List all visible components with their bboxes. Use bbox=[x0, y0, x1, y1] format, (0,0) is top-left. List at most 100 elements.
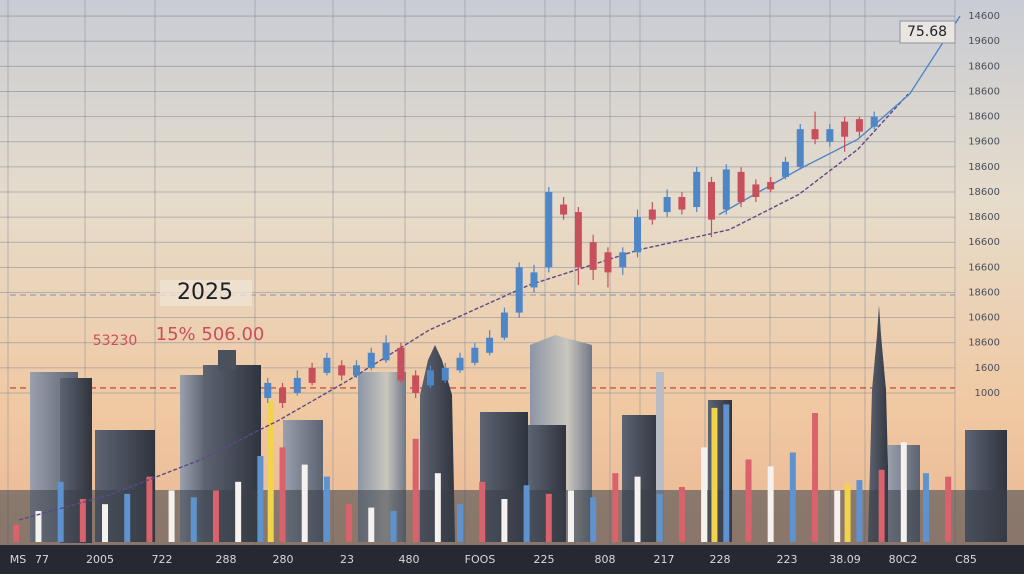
candle-body bbox=[456, 357, 464, 371]
y-tick-label: 18600 bbox=[968, 287, 1000, 298]
candle-body bbox=[441, 367, 449, 381]
candle-body bbox=[530, 272, 538, 288]
volume-bar bbox=[812, 413, 819, 542]
volume-bar bbox=[390, 511, 397, 542]
y-tick-label: 18600 bbox=[968, 61, 1000, 72]
last-price: 75.68 bbox=[907, 24, 947, 40]
x-axis-label: 80C2 bbox=[889, 553, 918, 566]
volume-bar bbox=[701, 447, 708, 542]
candle-body bbox=[604, 252, 612, 273]
volume-bar bbox=[922, 473, 929, 542]
candle-body bbox=[574, 212, 582, 268]
y-tick-label: 18600 bbox=[968, 162, 1000, 173]
volume-bar bbox=[368, 507, 375, 542]
candle-body bbox=[367, 352, 375, 368]
volume-bar bbox=[102, 504, 109, 542]
candle-body bbox=[619, 252, 627, 268]
candle-body bbox=[338, 365, 346, 376]
y-tick-label: 1000 bbox=[975, 388, 1000, 399]
candle-body bbox=[486, 337, 494, 353]
y-tick-label: 18600 bbox=[968, 112, 1000, 123]
x-axis-label: C85 bbox=[955, 553, 977, 566]
candle-body bbox=[796, 129, 804, 167]
x-axis-label: 2005 bbox=[86, 553, 114, 566]
candle-body bbox=[722, 169, 730, 210]
volume-bar bbox=[35, 511, 42, 542]
candle-body bbox=[811, 129, 819, 140]
candle-body bbox=[752, 184, 760, 197]
volume-bar bbox=[212, 490, 219, 542]
moving-average-line bbox=[19, 93, 909, 521]
x-axis-label: FOOS bbox=[465, 553, 496, 566]
volume-bar bbox=[79, 499, 86, 542]
candle-body bbox=[634, 217, 642, 253]
y-tick-label: 18600 bbox=[968, 212, 1000, 223]
candle-body bbox=[841, 121, 849, 137]
volume-bar bbox=[856, 480, 863, 542]
candle-body bbox=[767, 181, 775, 190]
volume-bar bbox=[13, 524, 20, 542]
candle-body bbox=[382, 342, 390, 361]
y-tick-label: 16600 bbox=[968, 262, 1000, 273]
volume-bar bbox=[146, 476, 153, 542]
candle-body bbox=[678, 196, 686, 210]
volume-bar bbox=[767, 466, 774, 542]
y-tick-label: 18600 bbox=[968, 338, 1000, 349]
volume-bar bbox=[678, 486, 685, 542]
candle-body bbox=[589, 242, 597, 270]
x-axis-label: 217 bbox=[654, 553, 675, 566]
candle-body bbox=[560, 204, 568, 215]
x-axis-label: 228 bbox=[710, 553, 731, 566]
y-tick-label: 1600 bbox=[975, 363, 1000, 374]
volume-bar bbox=[323, 476, 330, 542]
x-axis-label: MS bbox=[10, 553, 26, 566]
x-axis-label: 480 bbox=[399, 553, 420, 566]
volume-bar bbox=[479, 481, 486, 542]
y-tick-label: 16600 bbox=[968, 237, 1000, 248]
candle-body bbox=[707, 181, 715, 220]
x-axis-band bbox=[0, 545, 1024, 574]
volume-bar bbox=[346, 504, 353, 542]
change-label: 15% 506.00 bbox=[156, 324, 265, 345]
x-axis-label: 722 bbox=[152, 553, 173, 566]
volume-bar bbox=[457, 504, 464, 542]
x-axis-label: 288 bbox=[216, 553, 237, 566]
year-box bbox=[160, 280, 252, 306]
volume-bar bbox=[124, 493, 131, 542]
skyline bbox=[0, 305, 1024, 545]
volume-bar bbox=[711, 407, 718, 542]
candle-body bbox=[826, 129, 834, 142]
volume-bar bbox=[545, 493, 552, 542]
candle-body bbox=[426, 370, 434, 386]
volume-bar bbox=[523, 485, 530, 542]
candle-body bbox=[648, 209, 656, 220]
candle-body bbox=[545, 191, 553, 268]
volume-bar bbox=[844, 483, 851, 542]
candle-body bbox=[500, 312, 508, 338]
x-axis-label: 808 bbox=[595, 553, 616, 566]
volume-bar bbox=[723, 404, 730, 542]
volume-bar bbox=[279, 447, 286, 542]
volume-bar bbox=[878, 469, 885, 542]
candle-body bbox=[293, 377, 301, 393]
volume-bar bbox=[168, 490, 175, 542]
candle-body bbox=[323, 357, 331, 373]
volume-bar bbox=[745, 459, 752, 542]
candle-body bbox=[855, 119, 863, 132]
candle-body bbox=[279, 387, 287, 404]
volume-bar bbox=[900, 442, 907, 542]
year-label: 2025 bbox=[177, 280, 233, 305]
candle-body bbox=[412, 375, 420, 393]
volume-bar bbox=[501, 499, 508, 542]
volume-bar bbox=[190, 497, 197, 542]
y-tick-label: 14600 bbox=[968, 11, 1000, 22]
x-axis-label: 38.09 bbox=[829, 553, 861, 566]
x-axis-label: 77 bbox=[35, 553, 49, 566]
volume-bar bbox=[834, 490, 841, 542]
x-axis-label: 23 bbox=[340, 553, 354, 566]
y-tick-label: 18600 bbox=[968, 187, 1000, 198]
volume-bar bbox=[434, 473, 441, 542]
volume-bar bbox=[789, 452, 796, 542]
x-axis-label: 280 bbox=[273, 553, 294, 566]
